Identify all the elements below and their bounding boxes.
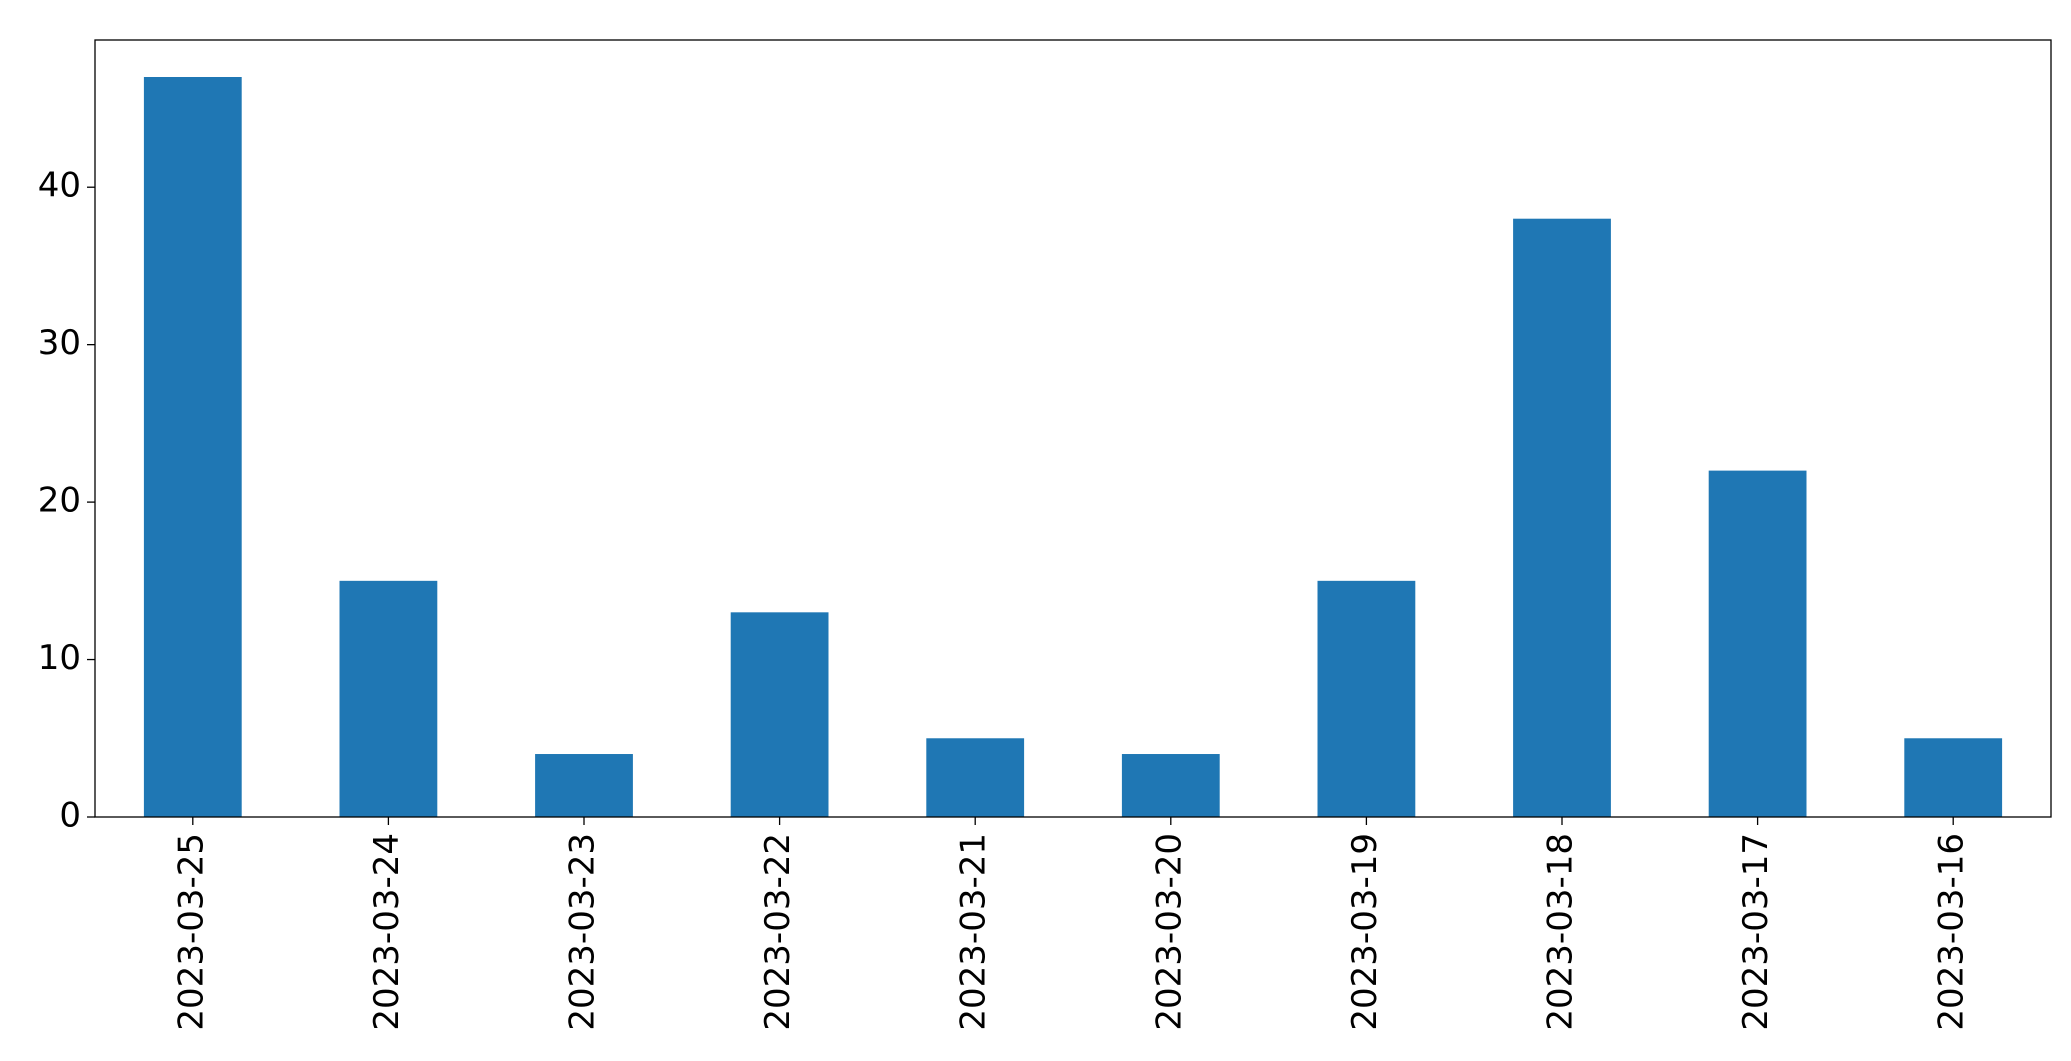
bar xyxy=(926,738,1025,817)
y-tick-label: 10 xyxy=(38,638,81,678)
bar xyxy=(535,754,633,817)
x-tick-label: 2023-03-18 xyxy=(1541,833,1581,1031)
plot-frame xyxy=(94,39,2052,818)
x-tick-label: 2023-03-19 xyxy=(1345,833,1385,1031)
x-tick-label: 2023-03-17 xyxy=(1736,833,1776,1031)
x-tick-label: 2023-03-21 xyxy=(954,833,994,1031)
x-tick-label: 2023-03-23 xyxy=(563,833,603,1031)
bar xyxy=(1513,218,1611,817)
bar xyxy=(1708,470,1807,817)
bar xyxy=(1121,754,1220,817)
x-tick-label: 2023-03-22 xyxy=(758,833,798,1031)
x-tick-label: 2023-03-24 xyxy=(367,833,407,1031)
y-tick-label: 20 xyxy=(38,481,81,521)
bar xyxy=(1904,738,2003,817)
y-tick-label: 0 xyxy=(59,796,81,836)
y-tick-label: 40 xyxy=(38,166,81,206)
x-tick-label: 2023-03-16 xyxy=(1932,833,1972,1031)
x-tick-label: 2023-03-20 xyxy=(1149,833,1189,1031)
bar xyxy=(339,580,438,817)
bar xyxy=(1317,580,1416,817)
bar xyxy=(730,612,829,817)
y-tick-label: 30 xyxy=(38,323,81,363)
x-tick-label: 2023-03-25 xyxy=(171,833,211,1031)
bar xyxy=(143,77,242,817)
